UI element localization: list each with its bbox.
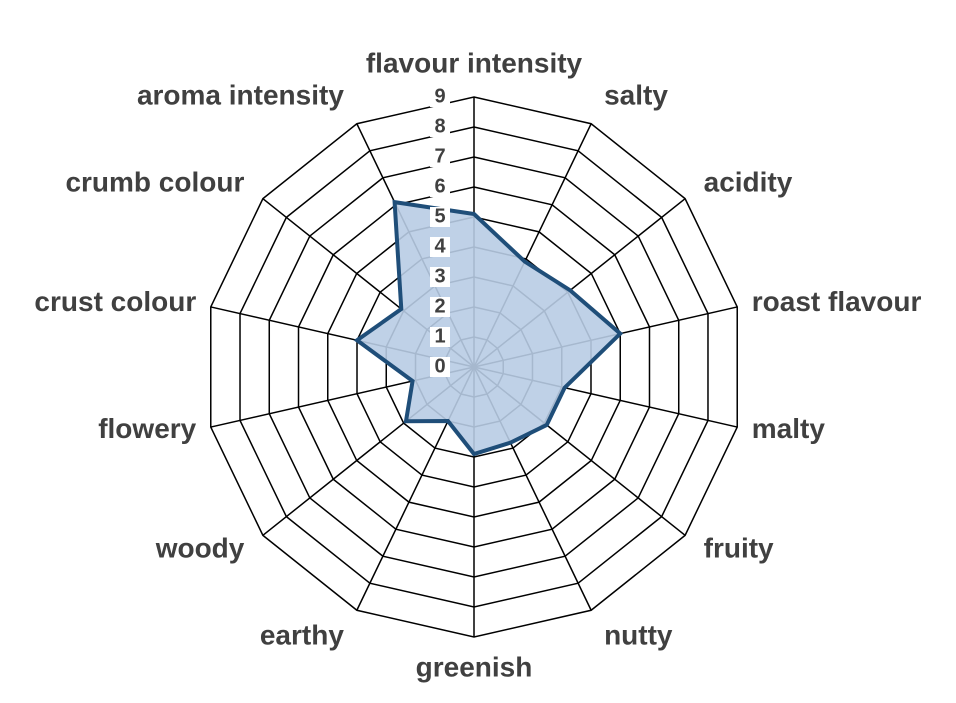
tick-label-bg [430, 297, 450, 317]
tick-label: 9 [434, 85, 445, 107]
category-label: roast flavour [752, 286, 922, 317]
tick-label: 3 [434, 265, 445, 287]
category-label: woody [155, 533, 245, 564]
tick-label: 2 [434, 295, 445, 317]
category-label: greenish [416, 651, 533, 682]
series-area [353, 199, 624, 457]
tick-label-bg [430, 267, 450, 287]
tick-label-bg [430, 117, 450, 137]
tick-label-bg [430, 357, 450, 377]
category-label: fruity [704, 533, 774, 564]
category-label: crumb colour [65, 166, 244, 197]
category-label: crust colour [34, 286, 196, 317]
tick-label-bg [430, 147, 450, 167]
tick-label-bg [430, 87, 450, 107]
tick-label-bg [430, 177, 450, 197]
category-label: malty [752, 413, 826, 444]
tick-label: 8 [434, 115, 445, 137]
category-label: flavour intensity [366, 47, 583, 78]
category-label: flowery [98, 413, 196, 444]
tick-label-bg [430, 207, 450, 227]
category-label: salty [604, 79, 668, 110]
tick-label-bg [430, 237, 450, 257]
tick-label: 0 [434, 355, 445, 377]
category-label: earthy [260, 620, 344, 651]
tick-label-bg [430, 327, 450, 347]
tick-label: 1 [434, 325, 445, 347]
tick-label: 6 [434, 175, 445, 197]
tick-label: 5 [434, 205, 445, 227]
category-label: acidity [704, 166, 793, 197]
category-label: aroma intensity [137, 79, 344, 110]
tick-label: 4 [434, 235, 446, 257]
category-label: nutty [604, 620, 673, 651]
tick-label: 7 [434, 145, 445, 167]
